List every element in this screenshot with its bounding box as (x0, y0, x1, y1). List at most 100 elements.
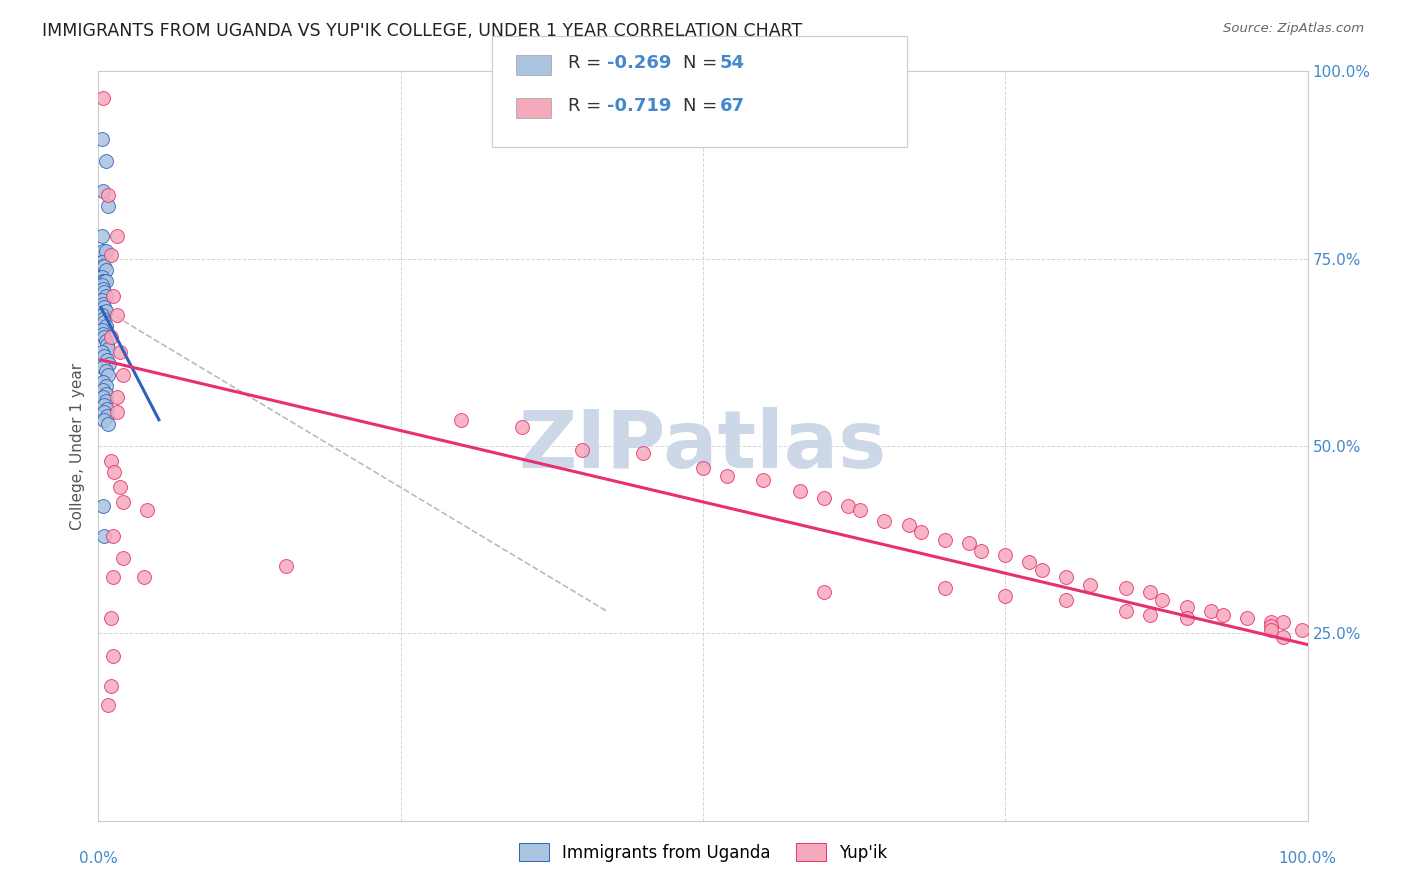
Point (91, 132, 114, 146)
Point (934, 582, 956, 596)
Point (1175, 600, 1198, 615)
Point (752, 473, 775, 487)
Point (94, 274, 117, 288)
Point (96, 409, 118, 423)
Point (450, 413, 472, 427)
Point (571, 442, 593, 457)
Point (91, 326, 114, 341)
Point (93, 330, 115, 344)
Point (1260, 623, 1282, 637)
Point (1260, 619, 1282, 633)
Point (873, 514, 896, 528)
Text: 100.0%: 100.0% (1278, 851, 1337, 866)
Point (1115, 582, 1137, 596)
Point (105, 390, 128, 404)
Point (100, 454, 122, 468)
Point (91, 293, 114, 307)
Point (91, 308, 114, 322)
Y-axis label: College, Under 1 year: College, Under 1 year (70, 362, 86, 530)
Point (94, 244, 117, 259)
Point (97, 417, 120, 431)
Text: -0.719: -0.719 (607, 97, 672, 115)
Point (91, 499, 114, 513)
Point (274, 558, 297, 573)
Point (91, 255, 114, 269)
Point (1152, 592, 1174, 607)
Point (94, 364, 117, 378)
Point (957, 536, 980, 550)
Text: R =: R = (568, 54, 607, 72)
Point (111, 495, 134, 509)
Point (93, 529, 115, 543)
Point (96, 338, 118, 352)
Point (1115, 604, 1137, 618)
Point (91, 390, 114, 404)
Point (1175, 611, 1198, 625)
Point (91, 311, 114, 326)
Point (103, 465, 125, 479)
Point (91, 244, 114, 259)
Point (91, 296, 114, 310)
Point (105, 229, 128, 244)
Point (93, 398, 115, 412)
Point (1018, 555, 1040, 569)
Point (97, 368, 120, 382)
Point (1236, 611, 1258, 625)
Point (97, 698, 120, 712)
Text: N =: N = (683, 97, 723, 115)
Point (910, 525, 932, 540)
Point (97, 188, 120, 202)
Point (100, 248, 122, 262)
Point (94, 304, 117, 318)
Point (100, 679, 122, 693)
Point (111, 551, 134, 566)
Point (837, 499, 859, 513)
Text: 54: 54 (720, 54, 745, 72)
Point (91, 360, 114, 375)
Point (897, 517, 920, 532)
Point (94, 394, 117, 409)
Point (94, 319, 117, 334)
Text: IMMIGRANTS FROM UGANDA VS YUP'IK COLLEGE, UNDER 1 YEAR CORRELATION CHART: IMMIGRANTS FROM UGANDA VS YUP'IK COLLEGE… (42, 22, 803, 40)
Point (91, 345, 114, 359)
Point (789, 483, 811, 498)
Point (1272, 630, 1295, 644)
Point (91, 184, 114, 198)
Point (1139, 607, 1161, 622)
Point (93, 405, 115, 419)
Point (96, 352, 118, 367)
Point (108, 345, 131, 359)
Point (91, 270, 114, 285)
Point (1199, 604, 1222, 618)
Point (631, 446, 654, 460)
Point (93, 259, 115, 273)
Point (91, 259, 114, 273)
Point (93, 301, 115, 315)
Point (91, 323, 114, 337)
Point (1212, 607, 1234, 622)
Point (94, 289, 117, 303)
Point (934, 533, 956, 547)
Point (91, 376, 114, 390)
Point (105, 308, 128, 322)
Point (1272, 615, 1295, 629)
Point (91, 90, 114, 104)
Point (94, 334, 117, 348)
Point (849, 502, 872, 516)
Point (105, 405, 128, 419)
Point (100, 330, 122, 344)
Point (716, 469, 738, 483)
Point (134, 570, 156, 584)
Point (1031, 563, 1053, 577)
Point (96, 401, 118, 416)
Point (91, 229, 114, 244)
Point (1291, 623, 1313, 637)
Point (692, 461, 714, 475)
Point (813, 585, 835, 599)
Point (91, 277, 114, 292)
Point (100, 611, 122, 625)
Text: Source: ZipAtlas.com: Source: ZipAtlas.com (1223, 22, 1364, 36)
Point (101, 529, 124, 543)
Point (93, 413, 115, 427)
Point (91, 282, 114, 296)
